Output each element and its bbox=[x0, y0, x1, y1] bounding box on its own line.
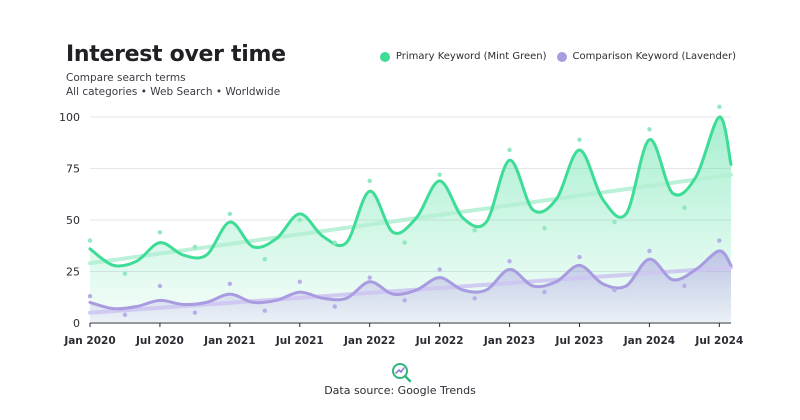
x-tick-label: Jul 2023 bbox=[555, 335, 604, 347]
sample-point bbox=[297, 217, 302, 223]
sample-point bbox=[647, 127, 652, 132]
sample-point bbox=[577, 137, 582, 142]
chart-filters: All categories • Web Search • Worldwide bbox=[66, 86, 281, 98]
sample-point bbox=[542, 226, 547, 231]
sample-point bbox=[647, 248, 652, 254]
series-line-1 bbox=[88, 249, 733, 311]
x-tick-label: Jan 2020 bbox=[63, 335, 115, 347]
series-line-0 bbox=[88, 115, 733, 268]
legend-swatch-comparison bbox=[556, 51, 567, 62]
sample-point bbox=[227, 281, 233, 287]
x-tick-label: Jan 2022 bbox=[343, 335, 395, 347]
sample-point bbox=[612, 219, 617, 225]
sample-point bbox=[402, 298, 407, 303]
sample-point bbox=[192, 310, 198, 315]
sample-point bbox=[367, 178, 372, 184]
sample-point bbox=[472, 228, 477, 233]
legend-item-primary[interactable]: Primary Keyword (Mint Green) bbox=[379, 51, 547, 62]
sample-point bbox=[157, 230, 163, 235]
x-tick-label: Jan 2024 bbox=[623, 335, 675, 347]
sample-point bbox=[297, 279, 302, 284]
legend-label-primary: Primary Keyword (Mint Green) bbox=[395, 51, 547, 62]
sample-point bbox=[87, 238, 93, 243]
y-tick-label: 50 bbox=[66, 214, 80, 227]
sample-point bbox=[437, 172, 442, 177]
y-tick-label: 75 bbox=[66, 163, 80, 176]
data-source-caption: Data source: Google Trends bbox=[324, 384, 476, 397]
legend-item-comparison[interactable]: Comparison Keyword (Lavender) bbox=[556, 51, 736, 62]
x-tick-label: Jul 2020 bbox=[135, 335, 184, 347]
legend-swatch-primary bbox=[379, 51, 390, 62]
sample-point bbox=[227, 211, 233, 217]
x-tick-label: Jul 2024 bbox=[694, 335, 743, 347]
sample-point bbox=[682, 283, 687, 289]
x-tick-label: Jan 2023 bbox=[483, 335, 535, 347]
page-title: Interest over time bbox=[66, 42, 286, 67]
sample-point bbox=[87, 294, 93, 299]
sample-point bbox=[367, 275, 372, 280]
sample-point bbox=[122, 271, 128, 276]
chart-legend: Primary Keyword (Mint Green) Comparison … bbox=[379, 51, 736, 62]
sample-point bbox=[402, 240, 407, 245]
sample-point bbox=[157, 283, 163, 289]
x-tick-label: Jul 2022 bbox=[415, 335, 464, 347]
sample-point bbox=[682, 205, 687, 210]
x-tick-label: Jan 2021 bbox=[203, 335, 255, 347]
sample-point bbox=[192, 244, 198, 249]
y-tick-label: 0 bbox=[73, 317, 80, 330]
legend-label-comparison: Comparison Keyword (Lavender) bbox=[572, 51, 736, 62]
sample-point bbox=[507, 259, 512, 264]
sample-point bbox=[717, 238, 722, 243]
sample-point bbox=[717, 104, 722, 109]
series-area-1 bbox=[90, 250, 731, 323]
sample-point bbox=[262, 256, 268, 262]
sample-point bbox=[437, 267, 442, 272]
sample-point bbox=[507, 147, 512, 153]
x-tick-label: Jul 2021 bbox=[275, 335, 324, 347]
sample-point bbox=[577, 254, 582, 260]
trend-line-0 bbox=[88, 172, 733, 266]
magnifier-trend-icon bbox=[392, 363, 412, 383]
sample-point bbox=[332, 240, 337, 245]
sample-point bbox=[332, 304, 337, 309]
y-tick-label: 100 bbox=[59, 111, 80, 124]
sample-point bbox=[472, 296, 477, 301]
chart-subtitle: Compare search terms bbox=[66, 72, 186, 84]
sample-point bbox=[542, 289, 547, 295]
sample-point bbox=[612, 287, 617, 293]
sample-point bbox=[262, 308, 268, 313]
y-tick-label: 25 bbox=[66, 266, 80, 279]
sample-point bbox=[122, 312, 128, 317]
